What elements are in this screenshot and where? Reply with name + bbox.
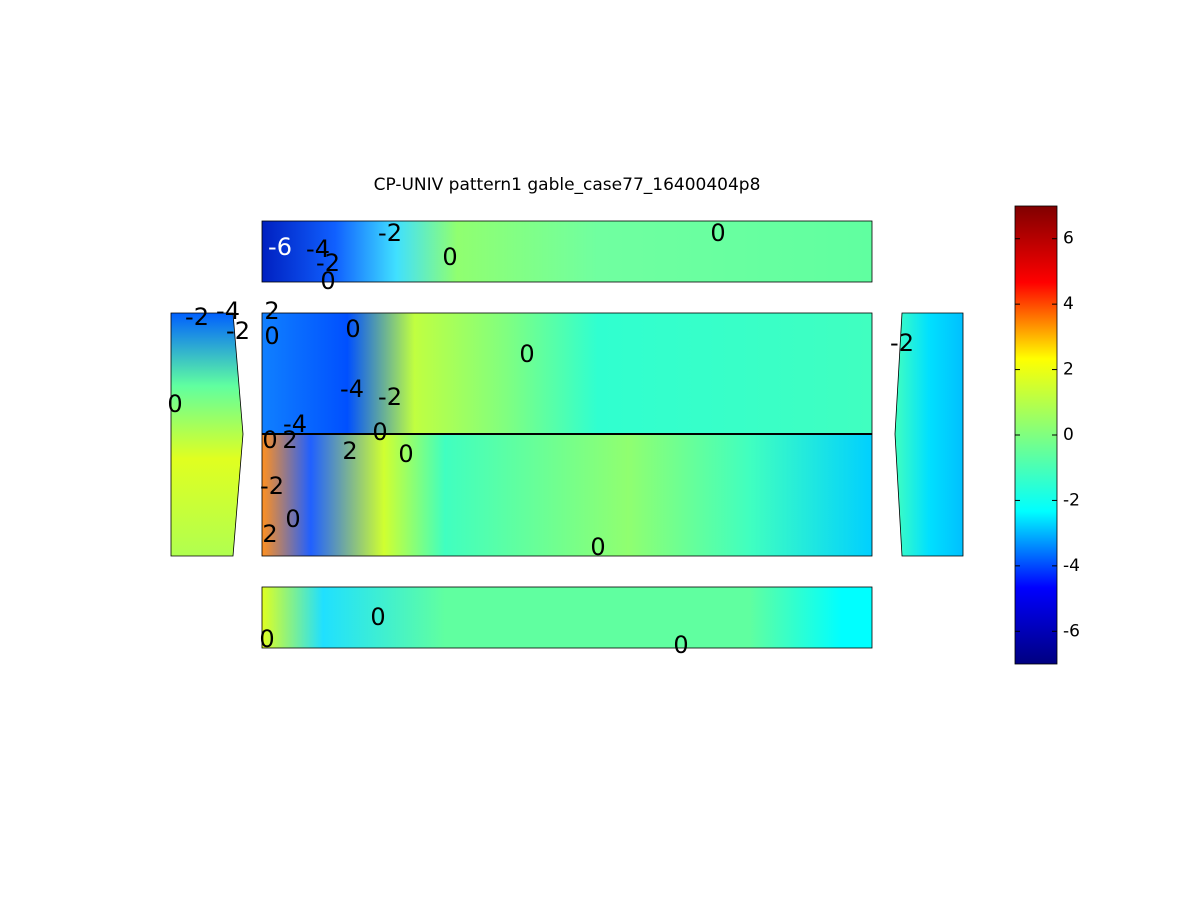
wall-panel — [261, 433, 873, 557]
contour-label: -2 — [378, 383, 402, 411]
contour-label: -4 — [283, 410, 307, 438]
gable-panel — [894, 312, 964, 557]
contour-label: 0 — [259, 625, 274, 653]
contour-label: 0 — [442, 243, 457, 271]
contour-label: -2 — [185, 303, 209, 331]
y-tick-label: 0 — [1063, 425, 1074, 445]
contour-label: 0 — [167, 390, 182, 418]
contour-label: 0 — [285, 505, 300, 533]
contour-label: 0 — [519, 340, 534, 368]
contour-label: 0 — [264, 322, 279, 350]
y-tick-label: -2 — [1063, 490, 1080, 510]
contour-label: 0 — [320, 267, 335, 295]
contour-label: 0 — [345, 315, 360, 343]
y-tick-label: 4 — [1063, 294, 1074, 314]
contour-label: 2 — [262, 520, 277, 548]
contour-label: 0 — [710, 219, 725, 247]
y-tick-label: 2 — [1063, 360, 1074, 380]
chart-title: CP-UNIV pattern1 gable_case77_16400404p8 — [374, 175, 761, 195]
y-tick-label: -4 — [1063, 556, 1080, 576]
contour-label: 0 — [673, 631, 688, 659]
contour-label: -2 — [890, 329, 914, 357]
contour-label: 0 — [262, 426, 277, 454]
contour-label: 0 — [398, 440, 413, 468]
contour-label: 2 — [264, 297, 279, 325]
contour-label: -2 — [378, 219, 402, 247]
contour-label: -4 — [340, 375, 364, 403]
contour-label: 0 — [590, 533, 605, 561]
floor-panel — [261, 586, 873, 649]
contour-label: -2 — [226, 317, 250, 345]
y-tick-label: -6 — [1063, 621, 1080, 641]
contour-label: 2 — [342, 437, 357, 465]
colorbar — [1014, 205, 1058, 665]
gable-panel — [170, 312, 244, 557]
contour-label: 0 — [372, 418, 387, 446]
contour-label: -6 — [268, 233, 292, 261]
y-tick-label: 6 — [1063, 229, 1074, 249]
contour-label: -4 — [216, 297, 240, 325]
contour-label: -2 — [260, 472, 284, 500]
contour-label: -2 — [316, 249, 340, 277]
contour-label: 0 — [370, 603, 385, 631]
contour-label: -4 — [306, 235, 330, 263]
wall-panel — [261, 312, 873, 435]
contour-label: 2 — [282, 426, 297, 454]
roof-panel — [261, 220, 873, 283]
